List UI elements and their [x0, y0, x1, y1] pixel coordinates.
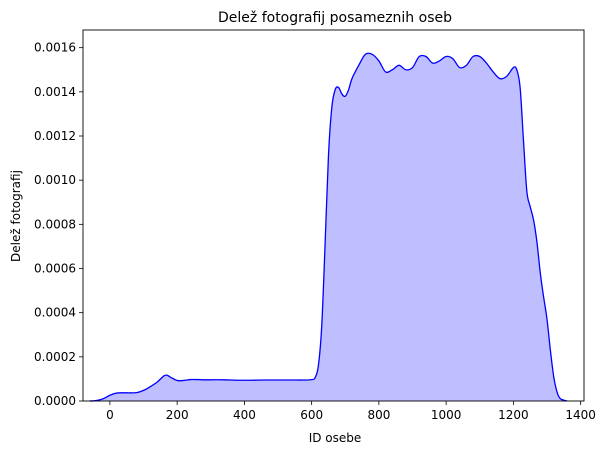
y-tick-label: 0.0004 [34, 306, 76, 320]
x-tick-label: 400 [233, 408, 256, 422]
x-axis-ticks: 0 200 400 600 800 1000 1200 1400 [106, 401, 596, 422]
x-tick-label: 600 [300, 408, 323, 422]
x-tick-label: 1000 [431, 408, 462, 422]
y-tick-label: 0.0000 [34, 394, 76, 408]
y-tick-label: 0.0006 [34, 262, 76, 276]
x-tick-label: 1400 [565, 408, 596, 422]
x-tick-label: 1200 [498, 408, 529, 422]
plot-area [89, 52, 568, 402]
y-tick-label: 0.0002 [34, 350, 76, 364]
x-tick-label: 0 [106, 408, 114, 422]
y-tick-label: 0.0014 [34, 85, 76, 99]
x-axis-label: ID osebe [309, 431, 362, 445]
x-tick-label: 800 [367, 408, 390, 422]
y-tick-label: 0.0010 [34, 173, 76, 187]
y-axis-label: Delež fotografij [9, 170, 23, 262]
density-curve [89, 52, 568, 402]
x-tick-label: 200 [166, 408, 189, 422]
y-tick-label: 0.0008 [34, 217, 76, 231]
density-area-fill [89, 53, 568, 401]
y-axis-ticks: 0.0000 0.0002 0.0004 0.0006 0.0008 0.0010 0.00… [34, 41, 83, 408]
y-tick-label: 0.0016 [34, 41, 76, 55]
plot-frame [82, 29, 585, 402]
y-tick-label: 0.0012 [34, 129, 76, 143]
chart-title: Delež fotografij posameznih oseb [218, 10, 452, 26]
